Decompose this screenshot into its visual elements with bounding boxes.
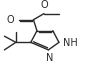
Text: NH: NH (63, 38, 78, 48)
Text: N: N (46, 53, 53, 63)
Text: O: O (7, 15, 15, 25)
Text: O: O (40, 0, 48, 10)
